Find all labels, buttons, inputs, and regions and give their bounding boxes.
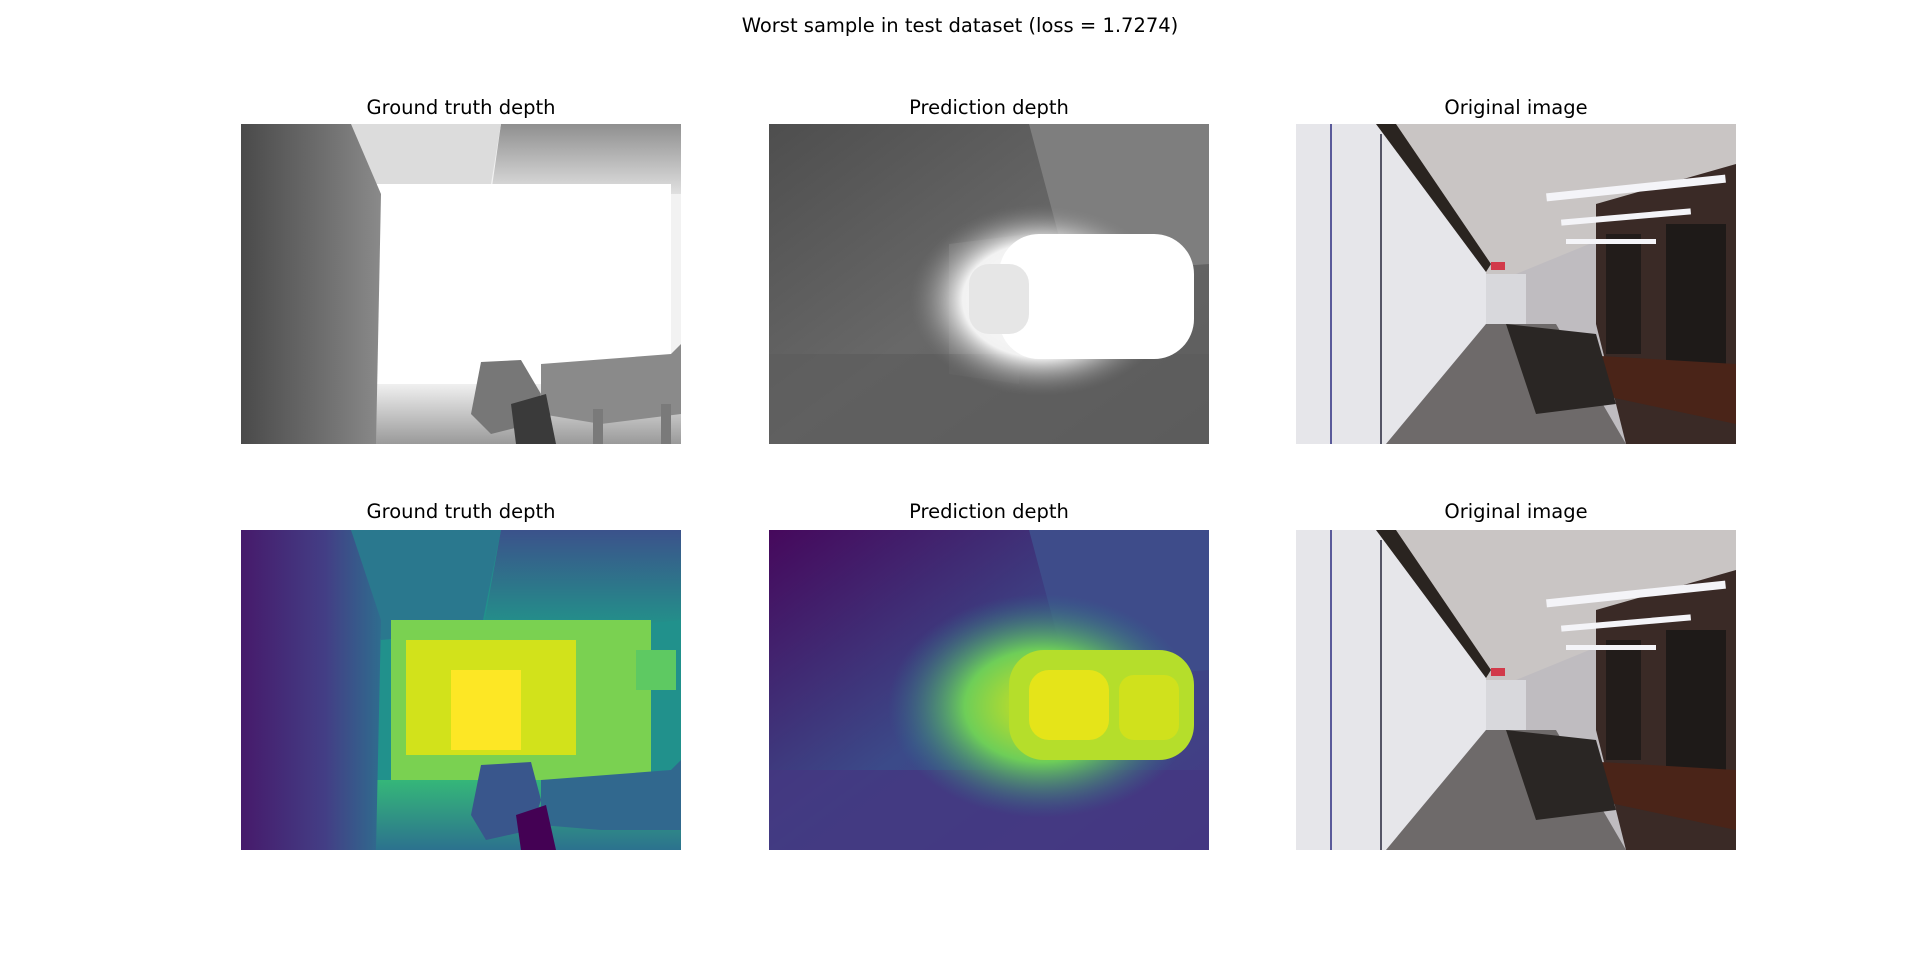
original-image-1: [1296, 124, 1736, 444]
panel-title-pred-gray: Prediction depth: [909, 96, 1069, 119]
ground-truth-depth-gray-image: [241, 124, 681, 444]
prediction-depth-gray-image: [769, 124, 1209, 444]
panel-title-gt-gray: Ground truth depth: [366, 96, 556, 119]
panel-title-gt-viridis: Ground truth depth: [366, 500, 556, 523]
panel-title-original-2: Original image: [1444, 500, 1588, 523]
panel-title-original-1: Original image: [1444, 96, 1588, 119]
prediction-depth-viridis-image: [769, 530, 1209, 850]
ground-truth-depth-viridis-image: [241, 530, 681, 850]
original-image-2: [1296, 530, 1736, 850]
figure-title: Worst sample in test dataset (loss = 1.7…: [741, 14, 1179, 37]
panel-title-pred-viridis: Prediction depth: [909, 500, 1069, 523]
